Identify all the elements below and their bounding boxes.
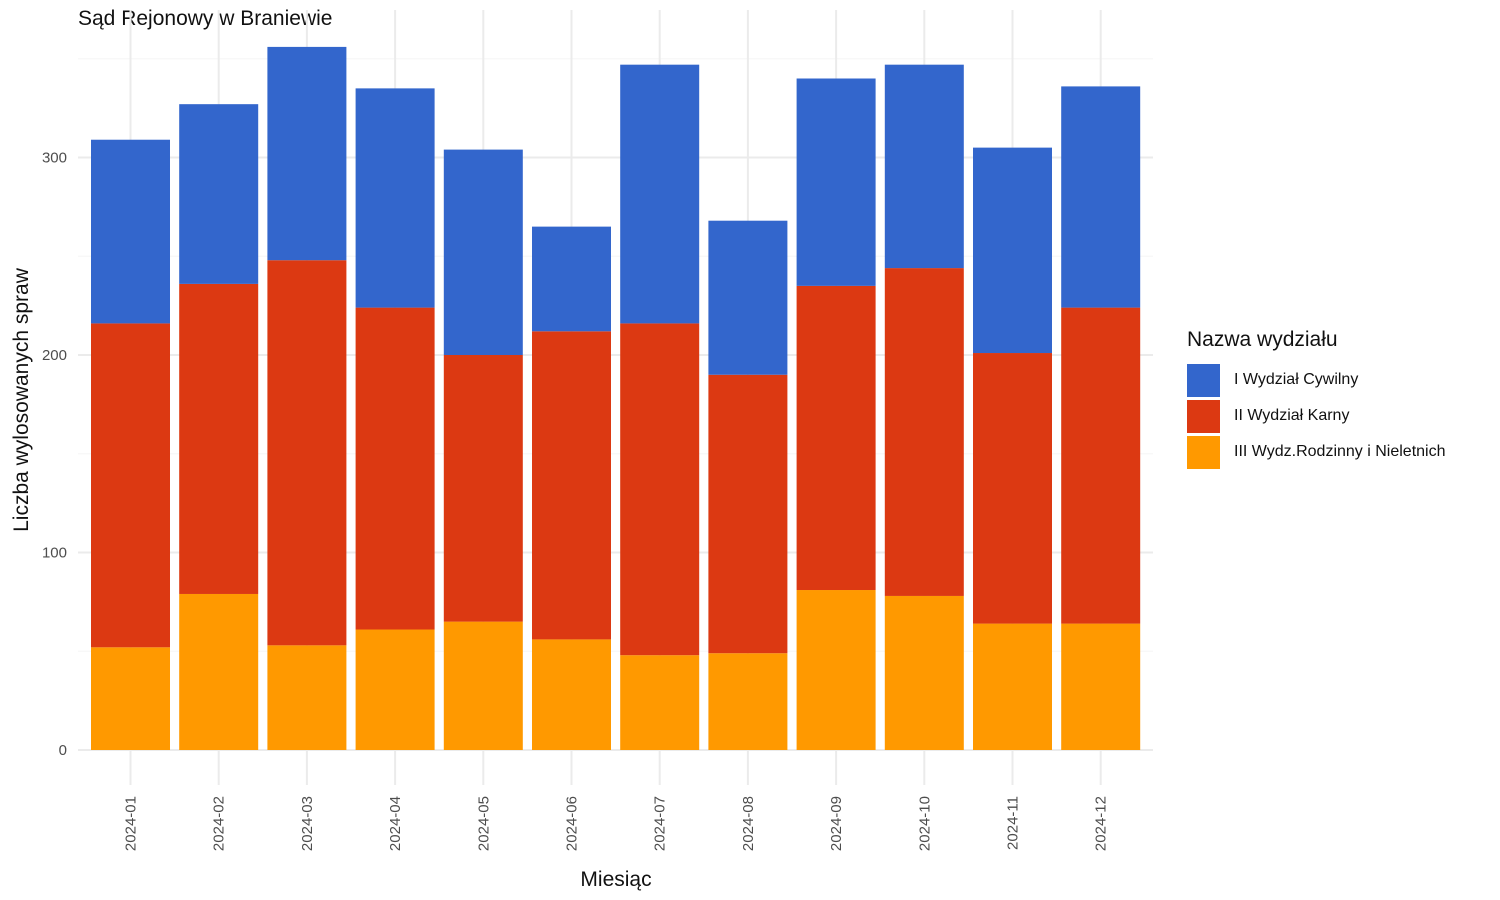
bar-segment: [708, 374, 788, 654]
legend-label: I Wydział Cywilny: [1234, 371, 1359, 388]
bar-segment: [796, 590, 876, 750]
legend-items: I Wydział Cywilny II Wydział Karny III Wyd…: [1187, 362, 1446, 470]
x-tick-label: 2024-10: [916, 796, 933, 851]
chart-title: Sąd Rejonowy w Braniewie: [78, 7, 333, 30]
y-tick-label: 100: [42, 545, 67, 562]
y-tick-label: 200: [42, 347, 67, 364]
bar-segment: [884, 64, 964, 269]
bar-segment: [973, 353, 1052, 624]
bar-segment: [1061, 86, 1141, 308]
bar-segment: [708, 653, 788, 750]
bar-segment: [620, 323, 700, 656]
bar-segment: [355, 88, 435, 308]
bar-segment: [620, 64, 700, 324]
y-axis-title: Liczba wylosowanych spraw: [10, 267, 33, 532]
legend-title: Nazwa wydziału: [1187, 328, 1338, 351]
legend-swatch: [1187, 435, 1220, 469]
x-tick-label: 2024-07: [652, 796, 669, 851]
bar-segment: [1061, 307, 1141, 624]
legend-label: II Wydział Karny: [1234, 407, 1350, 424]
bar-segment: [179, 593, 259, 750]
bar-segment: [796, 78, 876, 286]
bar-segment: [267, 645, 347, 750]
x-tick-label: 2024-01: [123, 796, 140, 851]
bar-segment: [796, 285, 876, 591]
x-tick-label: 2024-02: [211, 796, 228, 851]
legend: Nazwa wydziału I Wydział Cywilny II Wydzi…: [1187, 328, 1446, 470]
bar-segment: [91, 139, 170, 324]
bars: [91, 46, 1141, 750]
x-tick-label: 2024-03: [299, 796, 316, 851]
bar-segment: [179, 283, 259, 594]
bar-segment: [532, 331, 611, 640]
y-tick-label: 300: [42, 150, 67, 167]
x-tick-label: 2024-12: [1093, 796, 1110, 851]
bar-segment: [884, 268, 964, 596]
bar-segment: [443, 621, 523, 750]
x-tick-label: 2024-09: [828, 796, 845, 851]
legend-item: II Wydział Karny: [1187, 398, 1446, 434]
bar-segment: [708, 220, 788, 375]
bar-segment: [267, 46, 347, 261]
bar-segment: [884, 595, 964, 750]
bar-segment: [91, 647, 170, 750]
bar-segment: [355, 629, 435, 750]
legend-swatch: [1187, 363, 1220, 397]
y-tick-label: 0: [59, 742, 67, 759]
legend-item: III Wydz.Rodzinny i Nieletnich: [1187, 434, 1446, 470]
bar-segment: [973, 147, 1052, 354]
x-tick-label: 2024-11: [1005, 796, 1022, 850]
y-axis-ticks: 0 100 200 300: [42, 150, 67, 760]
bar-segment: [443, 149, 523, 355]
x-tick-label: 2024-08: [740, 796, 757, 851]
bar-segment: [532, 639, 611, 750]
bar-segment: [179, 104, 259, 284]
bar-segment: [973, 623, 1052, 750]
x-tick-label: 2024-04: [387, 796, 404, 851]
legend-item: I Wydział Cywilny: [1187, 362, 1446, 398]
bar-segment: [355, 307, 435, 630]
x-tick-label: 2024-05: [475, 796, 492, 851]
bar-segment: [443, 355, 523, 622]
legend-swatch: [1187, 399, 1220, 433]
bar-segment: [532, 226, 611, 332]
bar-segment: [1061, 623, 1141, 750]
x-axis-ticks: 2024-01 2024-02 2024-03 2024-04 2024-05 2024-…: [123, 796, 1110, 851]
bar-segment: [267, 260, 347, 646]
legend-label: III Wydz.Rodzinny i Nieletnich: [1234, 443, 1446, 460]
bar-segment: [620, 655, 700, 750]
bar-segment: [91, 323, 170, 648]
x-axis-title: Miesiąc: [580, 868, 651, 891]
x-tick-label: 2024-06: [564, 796, 581, 851]
